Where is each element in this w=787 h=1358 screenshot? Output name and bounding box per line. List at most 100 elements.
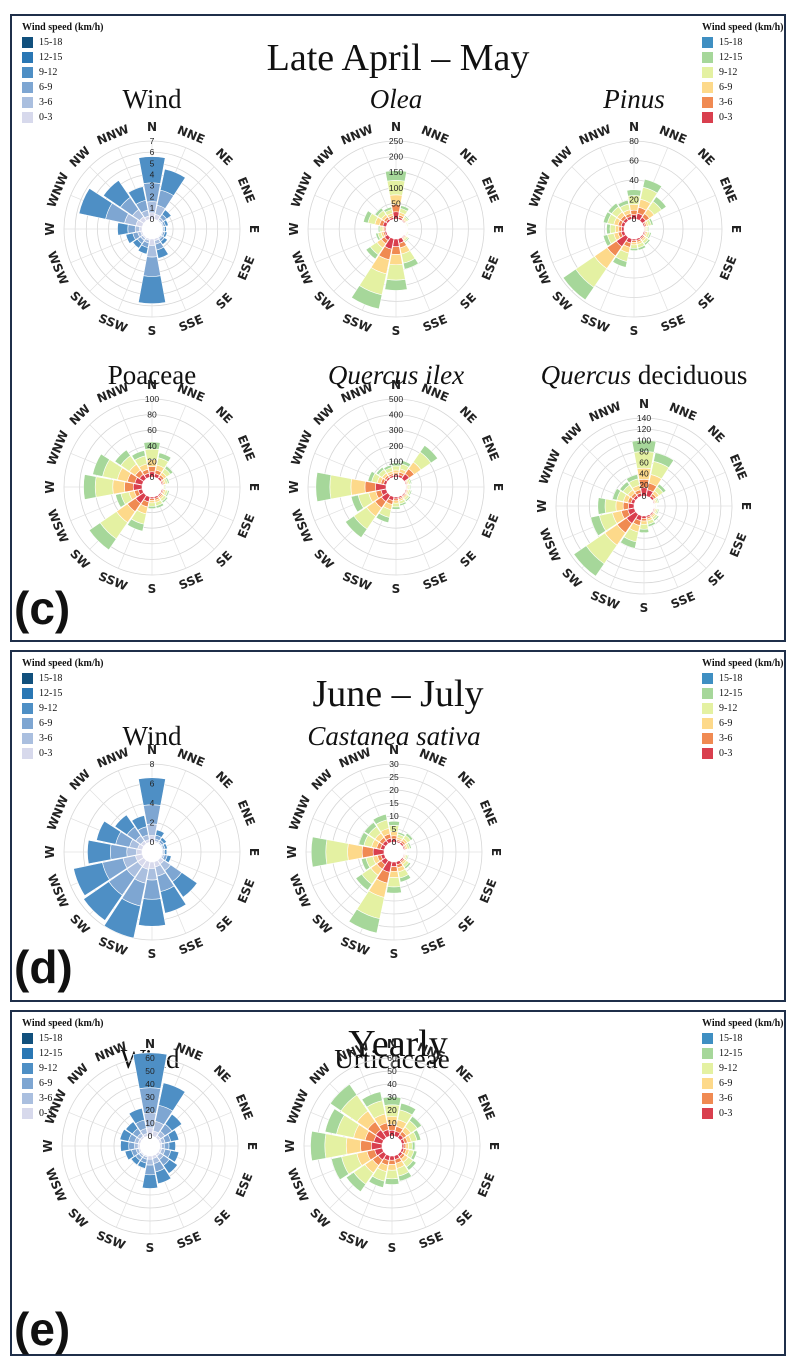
rose-sector-NNE	[399, 1102, 417, 1116]
direction-label-SW: SW	[65, 1205, 90, 1230]
direction-label-WSW: WSW	[285, 1166, 311, 1204]
rose-sector-W	[364, 480, 377, 494]
direction-label-SE: SE	[213, 913, 235, 935]
rose-sector-NE	[164, 1113, 183, 1132]
tick-label: 140	[637, 413, 651, 423]
tick-label: 400	[389, 410, 403, 420]
direction-label-S: S	[148, 582, 157, 596]
rose-sector-SSE	[155, 502, 165, 509]
rose-sector-NNE	[653, 452, 675, 469]
direction-label-WNW: WNW	[288, 170, 315, 209]
direction-label-NE: NE	[213, 768, 236, 791]
legend-label: 9-12	[39, 703, 58, 714]
grid-spoke	[403, 855, 476, 886]
direction-label-ENE: ENE	[235, 798, 258, 828]
rose-sector-E	[168, 1140, 176, 1152]
direction-label-NW: NW	[559, 421, 585, 447]
chart-title-part: Pinus	[602, 84, 665, 114]
tick-label: 5	[150, 158, 155, 168]
rose-sector-S	[142, 256, 162, 277]
rose-sector-NNW	[361, 1091, 383, 1108]
tick-label: 0	[394, 472, 399, 482]
direction-label-S: S	[390, 947, 399, 961]
direction-label-SSW: SSW	[338, 934, 371, 958]
legend-label: 9-12	[719, 1063, 738, 1074]
legend-item: 0-3	[22, 110, 104, 125]
rose-sector-E	[406, 226, 408, 232]
legend-label: 15-18	[719, 37, 743, 48]
chart-title-part: Wind	[123, 721, 182, 751]
chart-title: Castanea sativa	[307, 721, 480, 751]
legend-swatch	[702, 688, 713, 699]
rose-sector-NE	[409, 1115, 423, 1129]
rose-sector-W	[325, 839, 349, 865]
tick-label: 4	[150, 169, 155, 179]
tick-label: 500	[389, 394, 403, 404]
direction-label-NNW: NNW	[339, 122, 375, 148]
direction-label-WSW: WSW	[287, 872, 313, 910]
tick-label: 60	[147, 425, 157, 435]
tick-label: 40	[147, 441, 157, 451]
legend-swatch	[702, 748, 713, 759]
legend-wind-e: Wind speed (km/h) 15-18 12-15 9-12 6-9 3-6 0-…	[22, 1018, 104, 1121]
tick-label: 15	[389, 798, 399, 808]
direction-label-NW: NW	[549, 144, 575, 170]
rose-sector-W	[597, 497, 607, 515]
legend-item: 6-9	[702, 716, 784, 731]
tick-label: 120	[637, 424, 651, 434]
rose-sector-ENE	[408, 477, 413, 485]
rose-sector-W	[117, 222, 129, 236]
direction-label-E: E	[247, 225, 261, 233]
legend-item: 6-9	[22, 1076, 104, 1091]
rose-sector-ESE	[647, 232, 652, 240]
rose-sector-WSW	[350, 494, 364, 513]
direction-label-SE: SE	[457, 290, 479, 312]
rose-sector-ENE	[167, 1129, 180, 1142]
direction-label-ESE: ESE	[235, 512, 258, 540]
legend-swatch	[22, 97, 33, 108]
direction-label-ESE: ESE	[479, 254, 502, 282]
rose-sector-W	[614, 225, 620, 233]
rose-sector-SE	[403, 861, 412, 870]
rose-sector-NW	[363, 821, 377, 835]
direction-label-SW: SW	[549, 288, 574, 313]
direction-label-WSW: WSW	[45, 249, 71, 287]
rose-sector-WSW	[73, 862, 110, 897]
rose-sector-ESE	[410, 1150, 418, 1161]
chart-title: Poaceae	[108, 360, 196, 390]
grid-spoke	[640, 235, 697, 292]
rose-sector-S	[384, 278, 408, 291]
tick-label: 0	[642, 491, 647, 501]
legend-title: Wind speed (km/h)	[702, 658, 784, 669]
direction-label-SSE: SSE	[421, 570, 449, 592]
rose-sector-SSE	[402, 257, 419, 270]
direction-label-S: S	[392, 582, 401, 596]
rose-sector-SSE	[399, 501, 407, 507]
direction-label-N: N	[147, 120, 157, 134]
rose-sector-W	[622, 501, 630, 511]
rose-sector-NW	[607, 202, 620, 215]
rose-sector-S	[390, 861, 398, 867]
legend-label: 9-12	[719, 67, 738, 78]
direction-label-N: N	[145, 1037, 155, 1051]
legend-label: 6-9	[39, 1078, 53, 1089]
direction-label-SSW: SSW	[578, 311, 611, 335]
direction-label-NW: NW	[309, 767, 335, 793]
direction-label-NNE: NNE	[419, 123, 451, 147]
legend-item: 0-3	[22, 746, 104, 761]
rose-sector-SSE	[647, 521, 656, 528]
tick-label: 200	[389, 441, 403, 451]
rose-sector-W	[604, 498, 617, 514]
tick-label: 20	[387, 1105, 397, 1115]
rose-sector-W	[315, 472, 332, 502]
tick-label: 80	[629, 136, 639, 146]
rose-sector-WNW	[119, 1128, 132, 1142]
direction-label-SE: SE	[211, 1207, 233, 1229]
rose-sector-NE	[164, 465, 174, 475]
rose-sector-SW	[83, 881, 123, 921]
direction-label-S: S	[148, 947, 157, 961]
rose-sector-W	[120, 1140, 130, 1152]
direction-label-ENE: ENE	[235, 433, 258, 463]
tick-label: 20	[629, 195, 639, 205]
